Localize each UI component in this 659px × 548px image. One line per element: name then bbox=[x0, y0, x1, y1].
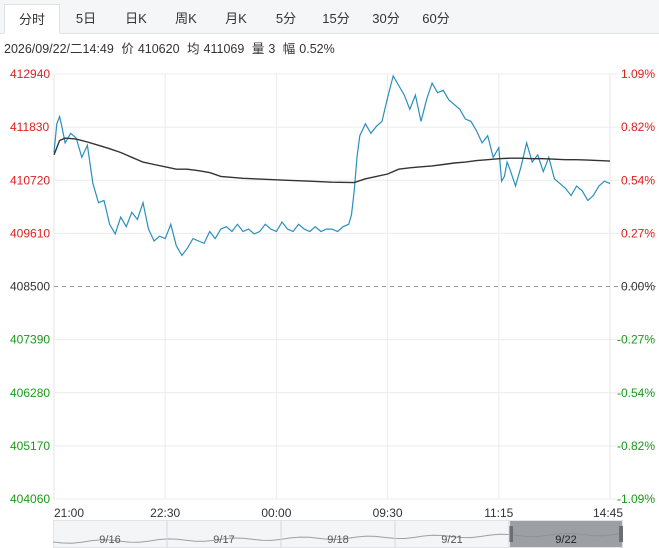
pct-tick-label: -1.09% bbox=[617, 492, 655, 506]
info-price: 410620 bbox=[137, 42, 180, 56]
y-tick-label: 412940 bbox=[10, 67, 50, 81]
info-vol-label: 量 bbox=[251, 42, 265, 56]
pct-tick-label: 0.54% bbox=[621, 173, 655, 187]
navigator-handle-left[interactable] bbox=[509, 526, 513, 542]
tab-6[interactable]: 15分 bbox=[322, 11, 350, 26]
x-tick-label: 14:45 bbox=[593, 506, 623, 520]
info-avg: 411069 bbox=[203, 42, 245, 56]
tab-3[interactable]: 周K bbox=[175, 11, 197, 26]
pct-tick-label: 1.09% bbox=[621, 67, 655, 81]
info-price-label: 价 bbox=[121, 42, 134, 56]
period-tab-bar: 分时 5日 日K 周K 月K 5分 15分 30分 60分 bbox=[0, 0, 659, 34]
y-tick-label: 405170 bbox=[10, 439, 50, 453]
y-tick-label: 407390 bbox=[10, 333, 50, 347]
navigator-date-label[interactable]: 9/18 bbox=[327, 534, 348, 546]
pct-tick-label: 0.00% bbox=[621, 280, 655, 294]
pct-tick-label: 0.27% bbox=[621, 226, 655, 240]
tab-4[interactable]: 月K bbox=[225, 11, 247, 26]
x-tick-label: 22:30 bbox=[150, 506, 180, 520]
navigator-selected-window[interactable] bbox=[510, 521, 622, 547]
info-amp: 0.52% bbox=[299, 42, 335, 56]
x-tick-label: 11:15 bbox=[484, 506, 513, 520]
y-tick-label: 411830 bbox=[10, 120, 49, 134]
pct-tick-label: 0.82% bbox=[621, 120, 655, 134]
tab-8[interactable]: 60分 bbox=[422, 11, 450, 26]
pct-tick-label: -0.27% bbox=[617, 333, 655, 347]
x-tick-label: 09:30 bbox=[373, 506, 403, 520]
info-amp-label: 幅 bbox=[282, 42, 296, 56]
y-tick-label: 410720 bbox=[10, 173, 50, 187]
y-tick-label: 408500 bbox=[10, 280, 50, 294]
avg-series-line bbox=[53, 137, 611, 184]
y-tick-label: 406280 bbox=[10, 386, 50, 400]
tab-5[interactable]: 5分 bbox=[275, 11, 297, 26]
price-series-line bbox=[53, 74, 611, 257]
info-vol: 3 bbox=[268, 42, 276, 56]
navigator-date-label[interactable]: 9/16 bbox=[99, 534, 120, 546]
pct-tick-label: -0.82% bbox=[617, 439, 655, 453]
tab-2[interactable]: 日K bbox=[125, 11, 147, 26]
x-tick-label: 21:00 bbox=[54, 506, 84, 520]
y-tick-label: 409610 bbox=[10, 226, 50, 240]
navigator-date-label[interactable]: 9/21 bbox=[441, 534, 462, 546]
intraday-chart[interactable]: 412940 1.09% 411830 0.82% 410720 0.54% 409610 0… bbox=[0, 0, 659, 520]
pct-tick-label: -0.54% bbox=[617, 386, 655, 400]
x-tick-label: 00:00 bbox=[261, 506, 291, 520]
tab-7[interactable]: 30分 bbox=[372, 11, 400, 26]
date-navigator[interactable]: 9/16 9/17 9/18 9/21 9/22 bbox=[53, 520, 623, 548]
info-datetime: 2026/09/22/二14:49 bbox=[4, 42, 114, 56]
navigator-handle-right[interactable] bbox=[619, 526, 623, 542]
navigator-date-label[interactable]: 9/17 bbox=[213, 534, 234, 546]
y-tick-label: 404060 bbox=[10, 492, 50, 506]
info-avg-label: 均 bbox=[187, 42, 200, 56]
tab-0[interactable]: 分时 bbox=[4, 4, 60, 34]
tab-1[interactable]: 5日 bbox=[75, 11, 97, 26]
navigator-date-label[interactable]: 9/22 bbox=[555, 534, 576, 546]
